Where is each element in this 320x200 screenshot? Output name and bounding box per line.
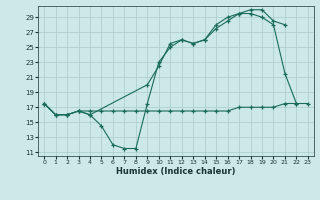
X-axis label: Humidex (Indice chaleur): Humidex (Indice chaleur) xyxy=(116,167,236,176)
